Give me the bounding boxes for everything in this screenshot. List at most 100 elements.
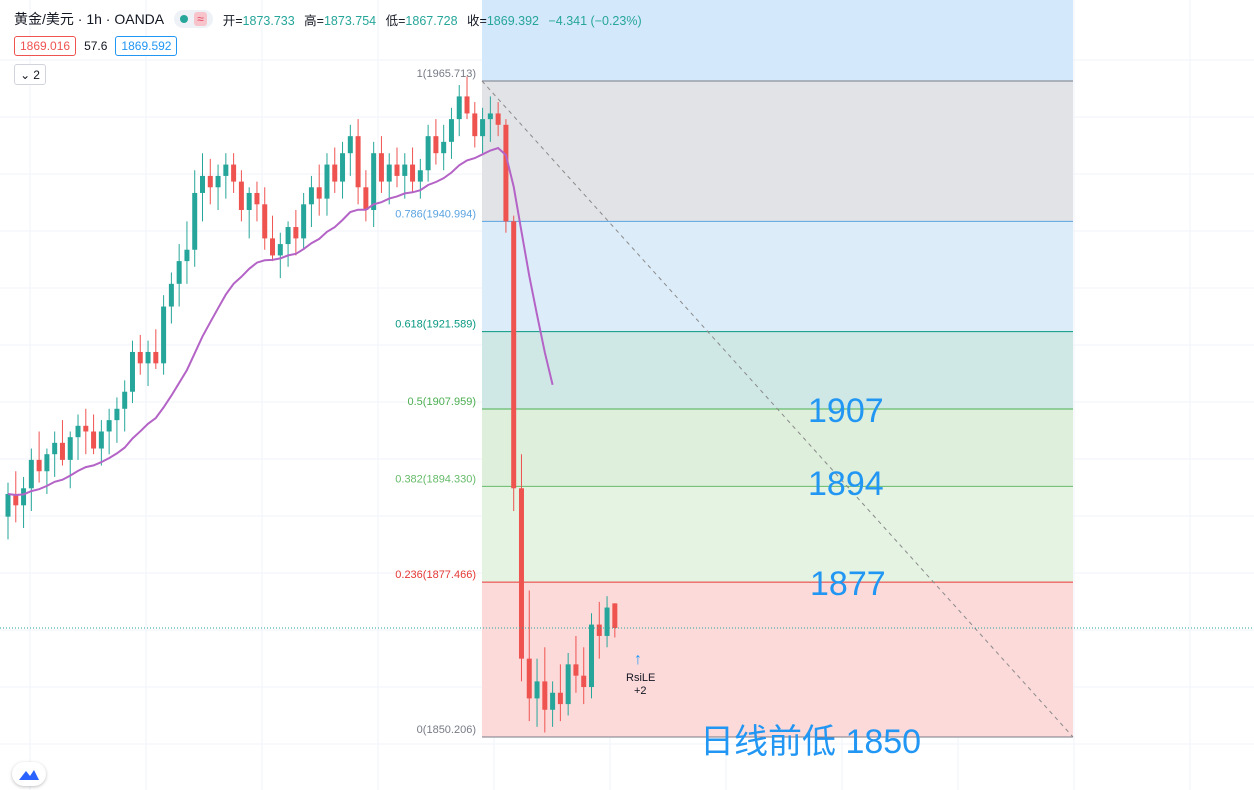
bid-price-button[interactable]: 1869.016 bbox=[14, 36, 77, 56]
candle-body bbox=[316, 187, 322, 199]
candle-body bbox=[98, 431, 104, 449]
candle-body bbox=[301, 204, 307, 239]
candle bbox=[565, 652, 571, 716]
candle-body bbox=[137, 351, 143, 364]
dashed-trendline bbox=[481, 80, 1074, 738]
trendline[interactable] bbox=[481, 80, 1074, 738]
annotations: 1907 1894 1877 日线前低 1850 bbox=[700, 392, 921, 761]
candle-body bbox=[145, 351, 151, 364]
high-value: 1873.754 bbox=[323, 13, 377, 28]
candle bbox=[114, 397, 120, 443]
candle bbox=[98, 420, 104, 466]
candle bbox=[425, 124, 431, 182]
candle-body bbox=[223, 164, 229, 176]
candle-body bbox=[355, 136, 361, 188]
fib-zones bbox=[482, 0, 1073, 737]
candle bbox=[168, 272, 174, 324]
candle-body bbox=[363, 187, 369, 210]
candle-body bbox=[503, 124, 509, 222]
annotation-prior-low: 日线前低 1850 bbox=[700, 723, 921, 761]
bid-ask-row: 1869.016 57.6 1869.592 bbox=[14, 36, 178, 56]
symbol-legend[interactable]: 黄金/美元 · 1h · OANDA ≈ 开=1873.733 高=1873.7… bbox=[14, 9, 648, 29]
candle bbox=[106, 408, 112, 455]
candle bbox=[184, 221, 190, 284]
candle bbox=[161, 295, 167, 375]
low-value: 1867.728 bbox=[405, 13, 458, 28]
candle-body bbox=[293, 227, 299, 239]
candle-body bbox=[534, 681, 540, 699]
candle-body bbox=[161, 306, 167, 364]
candle bbox=[308, 175, 314, 228]
fib-zone-2 bbox=[482, 331, 1073, 410]
candle bbox=[371, 141, 377, 228]
fib-zone-4 bbox=[482, 486, 1073, 583]
annotation-1877: 1877 bbox=[810, 565, 886, 603]
candle-body bbox=[456, 96, 462, 120]
symbol-title[interactable]: 黄金/美元 · 1h · OANDA bbox=[14, 11, 165, 27]
fib-zone-0 bbox=[482, 81, 1073, 222]
candle-body bbox=[28, 459, 34, 489]
candle-body bbox=[526, 658, 532, 699]
candle-body bbox=[122, 391, 128, 409]
fib-lines: 1(1965.713) 0.786(1940.994) 0.618(1921.589… bbox=[395, 68, 1073, 738]
fib-level-label-2: 0.618(1921.589) bbox=[395, 319, 476, 331]
candle bbox=[254, 181, 260, 222]
candle-body bbox=[270, 238, 276, 256]
candle-body bbox=[464, 96, 470, 114]
moving-average-line bbox=[7, 146, 554, 497]
candle-body bbox=[480, 119, 486, 137]
candle-body bbox=[542, 681, 548, 710]
candle bbox=[386, 153, 392, 205]
candle bbox=[347, 124, 353, 176]
candle-body bbox=[433, 136, 439, 154]
candle bbox=[511, 215, 517, 511]
candle-body bbox=[75, 425, 81, 438]
candle-body bbox=[340, 153, 346, 182]
candle-body bbox=[487, 113, 493, 120]
fib-zone-1 bbox=[482, 221, 1073, 332]
fib-level-label-1: 0.786(1940.994) bbox=[395, 208, 476, 220]
fib-zone-3 bbox=[482, 409, 1073, 487]
annotation-1894: 1894 bbox=[808, 465, 884, 503]
spread-value: 57.6 bbox=[84, 39, 108, 53]
candle bbox=[557, 664, 563, 722]
candle-body bbox=[114, 408, 120, 421]
candle bbox=[534, 658, 540, 727]
candle-body bbox=[153, 351, 159, 364]
ma-curve bbox=[7, 146, 554, 497]
indicator-collapse-button[interactable]: ⌄ 2 bbox=[14, 64, 46, 85]
candle bbox=[52, 431, 58, 477]
candle bbox=[503, 119, 509, 233]
candle-body bbox=[238, 181, 244, 210]
candle bbox=[487, 96, 493, 142]
candle bbox=[456, 85, 462, 137]
candle bbox=[589, 613, 594, 699]
ask-price-button[interactable]: 1869.592 bbox=[115, 36, 178, 56]
candle-body bbox=[207, 175, 213, 188]
candle-body bbox=[215, 175, 221, 188]
tradingview-logo-icon[interactable] bbox=[12, 762, 46, 786]
candle bbox=[207, 158, 213, 205]
candle-body bbox=[91, 431, 97, 449]
status-badge[interactable]: ≈ bbox=[174, 10, 213, 28]
candle bbox=[464, 76, 470, 120]
candle bbox=[59, 420, 65, 466]
candle bbox=[316, 164, 322, 216]
candle-body bbox=[129, 351, 135, 392]
signal-name: RsiLE bbox=[626, 672, 655, 684]
signal-marker[interactable]: ↑ RsiLE +2 bbox=[626, 651, 655, 697]
candle-body bbox=[13, 493, 19, 506]
candle bbox=[402, 153, 408, 199]
candle-body bbox=[495, 113, 501, 125]
candle bbox=[301, 192, 307, 250]
candle bbox=[270, 215, 276, 262]
candle bbox=[83, 408, 89, 455]
candle bbox=[332, 147, 338, 193]
fib-level-label-6: 0(1850.206) bbox=[417, 724, 476, 736]
candle-body bbox=[184, 249, 190, 262]
candle-body bbox=[557, 692, 563, 705]
candle bbox=[145, 340, 151, 387]
candle-body bbox=[410, 164, 416, 182]
candle-body bbox=[106, 420, 112, 432]
